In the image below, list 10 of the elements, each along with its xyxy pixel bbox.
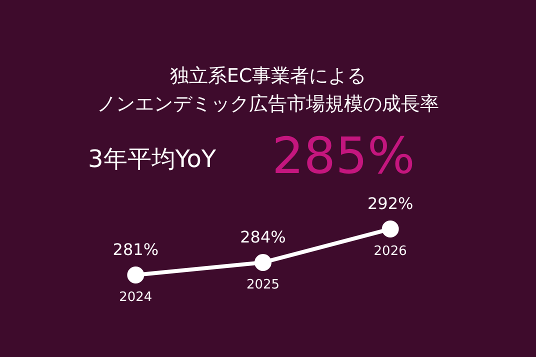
- x-tick-label: 2024: [119, 290, 152, 305]
- chart-subtitle: ノンエンデミック広告市場規模の成長率: [96, 92, 440, 117]
- data-label: 284%: [240, 227, 286, 246]
- x-tick-label: 2025: [246, 277, 280, 292]
- chart-title: 独立系EC事業者による: [168, 64, 368, 89]
- x-tick-label: 2026: [374, 244, 407, 259]
- text: 3年平均YoY: [88, 144, 216, 175]
- text: 285%: [272, 127, 415, 185]
- data-label: 281%: [112, 240, 159, 259]
- data-label: 292%: [367, 194, 414, 213]
